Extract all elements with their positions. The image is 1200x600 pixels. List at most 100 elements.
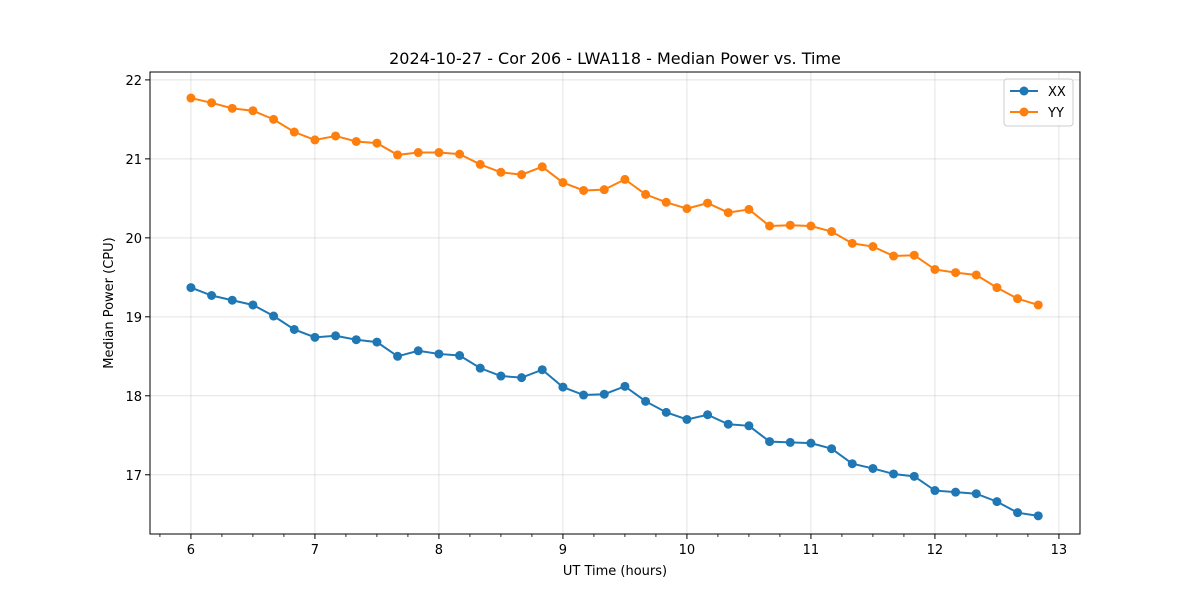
data-point-yy <box>971 270 981 280</box>
data-point-yy <box>351 137 361 146</box>
data-point-xx <box>1033 511 1043 521</box>
data-point-yy <box>289 127 299 137</box>
x-tick-label: 9 <box>559 543 567 558</box>
data-point-xx <box>351 335 361 345</box>
data-point-xx <box>310 332 320 342</box>
data-point-xx <box>455 351 465 361</box>
data-point-yy <box>310 135 320 145</box>
data-point-yy <box>682 204 692 214</box>
x-tick-label: 8 <box>435 543 443 558</box>
y-tick-label: 18 <box>125 390 142 405</box>
y-tick-label: 19 <box>125 311 142 326</box>
data-point-xx <box>951 487 961 497</box>
legend-marker-yy <box>1019 107 1029 117</box>
legend-label-xx: XX <box>1048 85 1066 100</box>
data-point-yy <box>434 148 444 158</box>
data-point-xx <box>723 419 733 429</box>
data-point-xx <box>703 410 713 420</box>
data-point-yy <box>641 189 651 199</box>
data-point-yy <box>1033 300 1043 310</box>
x-tick-label: 6 <box>187 543 195 558</box>
data-point-yy <box>951 268 961 278</box>
data-point-xx <box>372 337 382 347</box>
data-point-yy <box>909 250 919 260</box>
data-point-yy <box>889 251 899 261</box>
data-point-yy <box>372 138 382 148</box>
data-point-yy <box>269 114 279 124</box>
data-point-xx <box>992 497 1002 507</box>
data-point-xx <box>496 371 506 381</box>
data-point-xx <box>765 437 775 447</box>
x-axis-label: UT Time (hours) <box>563 564 667 579</box>
data-point-yy <box>558 178 568 188</box>
data-point-yy <box>186 93 196 103</box>
chart-title: 2024-10-27 - Cor 206 - LWA118 - Median P… <box>389 49 841 68</box>
legend: XX YY <box>1003 78 1074 127</box>
data-point-xx <box>806 438 816 448</box>
data-point-xx <box>827 444 837 454</box>
data-point-yy <box>331 131 341 141</box>
x-tick-label: 12 <box>927 543 944 558</box>
data-point-yy <box>475 159 485 169</box>
data-point-xx <box>537 365 547 375</box>
x-tick-label: 10 <box>679 543 696 558</box>
x-tick-label: 11 <box>803 543 820 558</box>
data-point-xx <box>579 390 589 400</box>
data-point-xx <box>930 486 940 496</box>
data-point-xx <box>909 471 919 481</box>
data-point-xx <box>269 311 279 321</box>
plot-frame <box>149 71 1081 535</box>
legend-marker-xx <box>1019 86 1029 96</box>
data-point-xx <box>620 381 630 391</box>
data-point-yy <box>537 162 547 172</box>
data-point-yy <box>1013 294 1023 304</box>
data-point-xx <box>186 283 196 293</box>
data-point-xx <box>393 351 403 361</box>
data-point-xx <box>641 396 651 406</box>
y-axis-ticks: 17 18 19 20 21 22 <box>125 74 150 484</box>
data-point-yy <box>393 150 403 160</box>
data-point-xx <box>889 469 899 479</box>
data-point-yy <box>992 283 1002 293</box>
data-point-yy <box>599 185 609 195</box>
data-point-yy <box>785 220 795 230</box>
data-point-xx <box>847 459 857 469</box>
data-point-yy <box>579 185 589 195</box>
y-tick-label: 22 <box>125 74 142 89</box>
data-point-yy <box>248 106 258 116</box>
data-point-xx <box>413 346 423 356</box>
data-point-xx <box>475 363 485 373</box>
x-tick-label: 7 <box>311 543 319 558</box>
data-point-yy <box>455 149 465 159</box>
data-point-xx <box>517 373 527 383</box>
y-tick-label: 17 <box>125 469 142 484</box>
data-point-xx <box>682 414 692 424</box>
data-point-yy <box>806 221 816 231</box>
data-point-xx <box>434 349 444 359</box>
data-point-yy <box>847 238 857 248</box>
data-point-yy <box>661 197 671 207</box>
data-point-yy <box>517 170 527 180</box>
y-tick-label: 20 <box>125 232 142 247</box>
x-tick-label: 13 <box>1051 543 1068 558</box>
data-point-yy <box>413 148 423 158</box>
data-point-xx <box>289 324 299 334</box>
data-point-xx <box>661 407 671 417</box>
data-point-yy <box>765 221 775 231</box>
data-point-yy <box>703 198 713 208</box>
data-point-yy <box>930 264 940 274</box>
data-point-xx <box>971 489 981 499</box>
data-point-xx <box>248 300 258 310</box>
data-point-yy <box>744 204 754 214</box>
data-point-yy <box>723 208 733 218</box>
data-point-yy <box>827 227 837 237</box>
data-point-xx <box>599 389 609 399</box>
data-point-xx <box>868 463 878 473</box>
data-point-xx <box>558 382 568 392</box>
data-point-xx <box>207 291 217 300</box>
x-axis-ticks: 6 7 8 9 10 11 12 13 <box>159 534 1068 558</box>
y-tick-label: 21 <box>125 153 142 168</box>
y-axis-label: Median Power (CPU) <box>102 237 117 368</box>
data-point-yy <box>868 242 878 252</box>
